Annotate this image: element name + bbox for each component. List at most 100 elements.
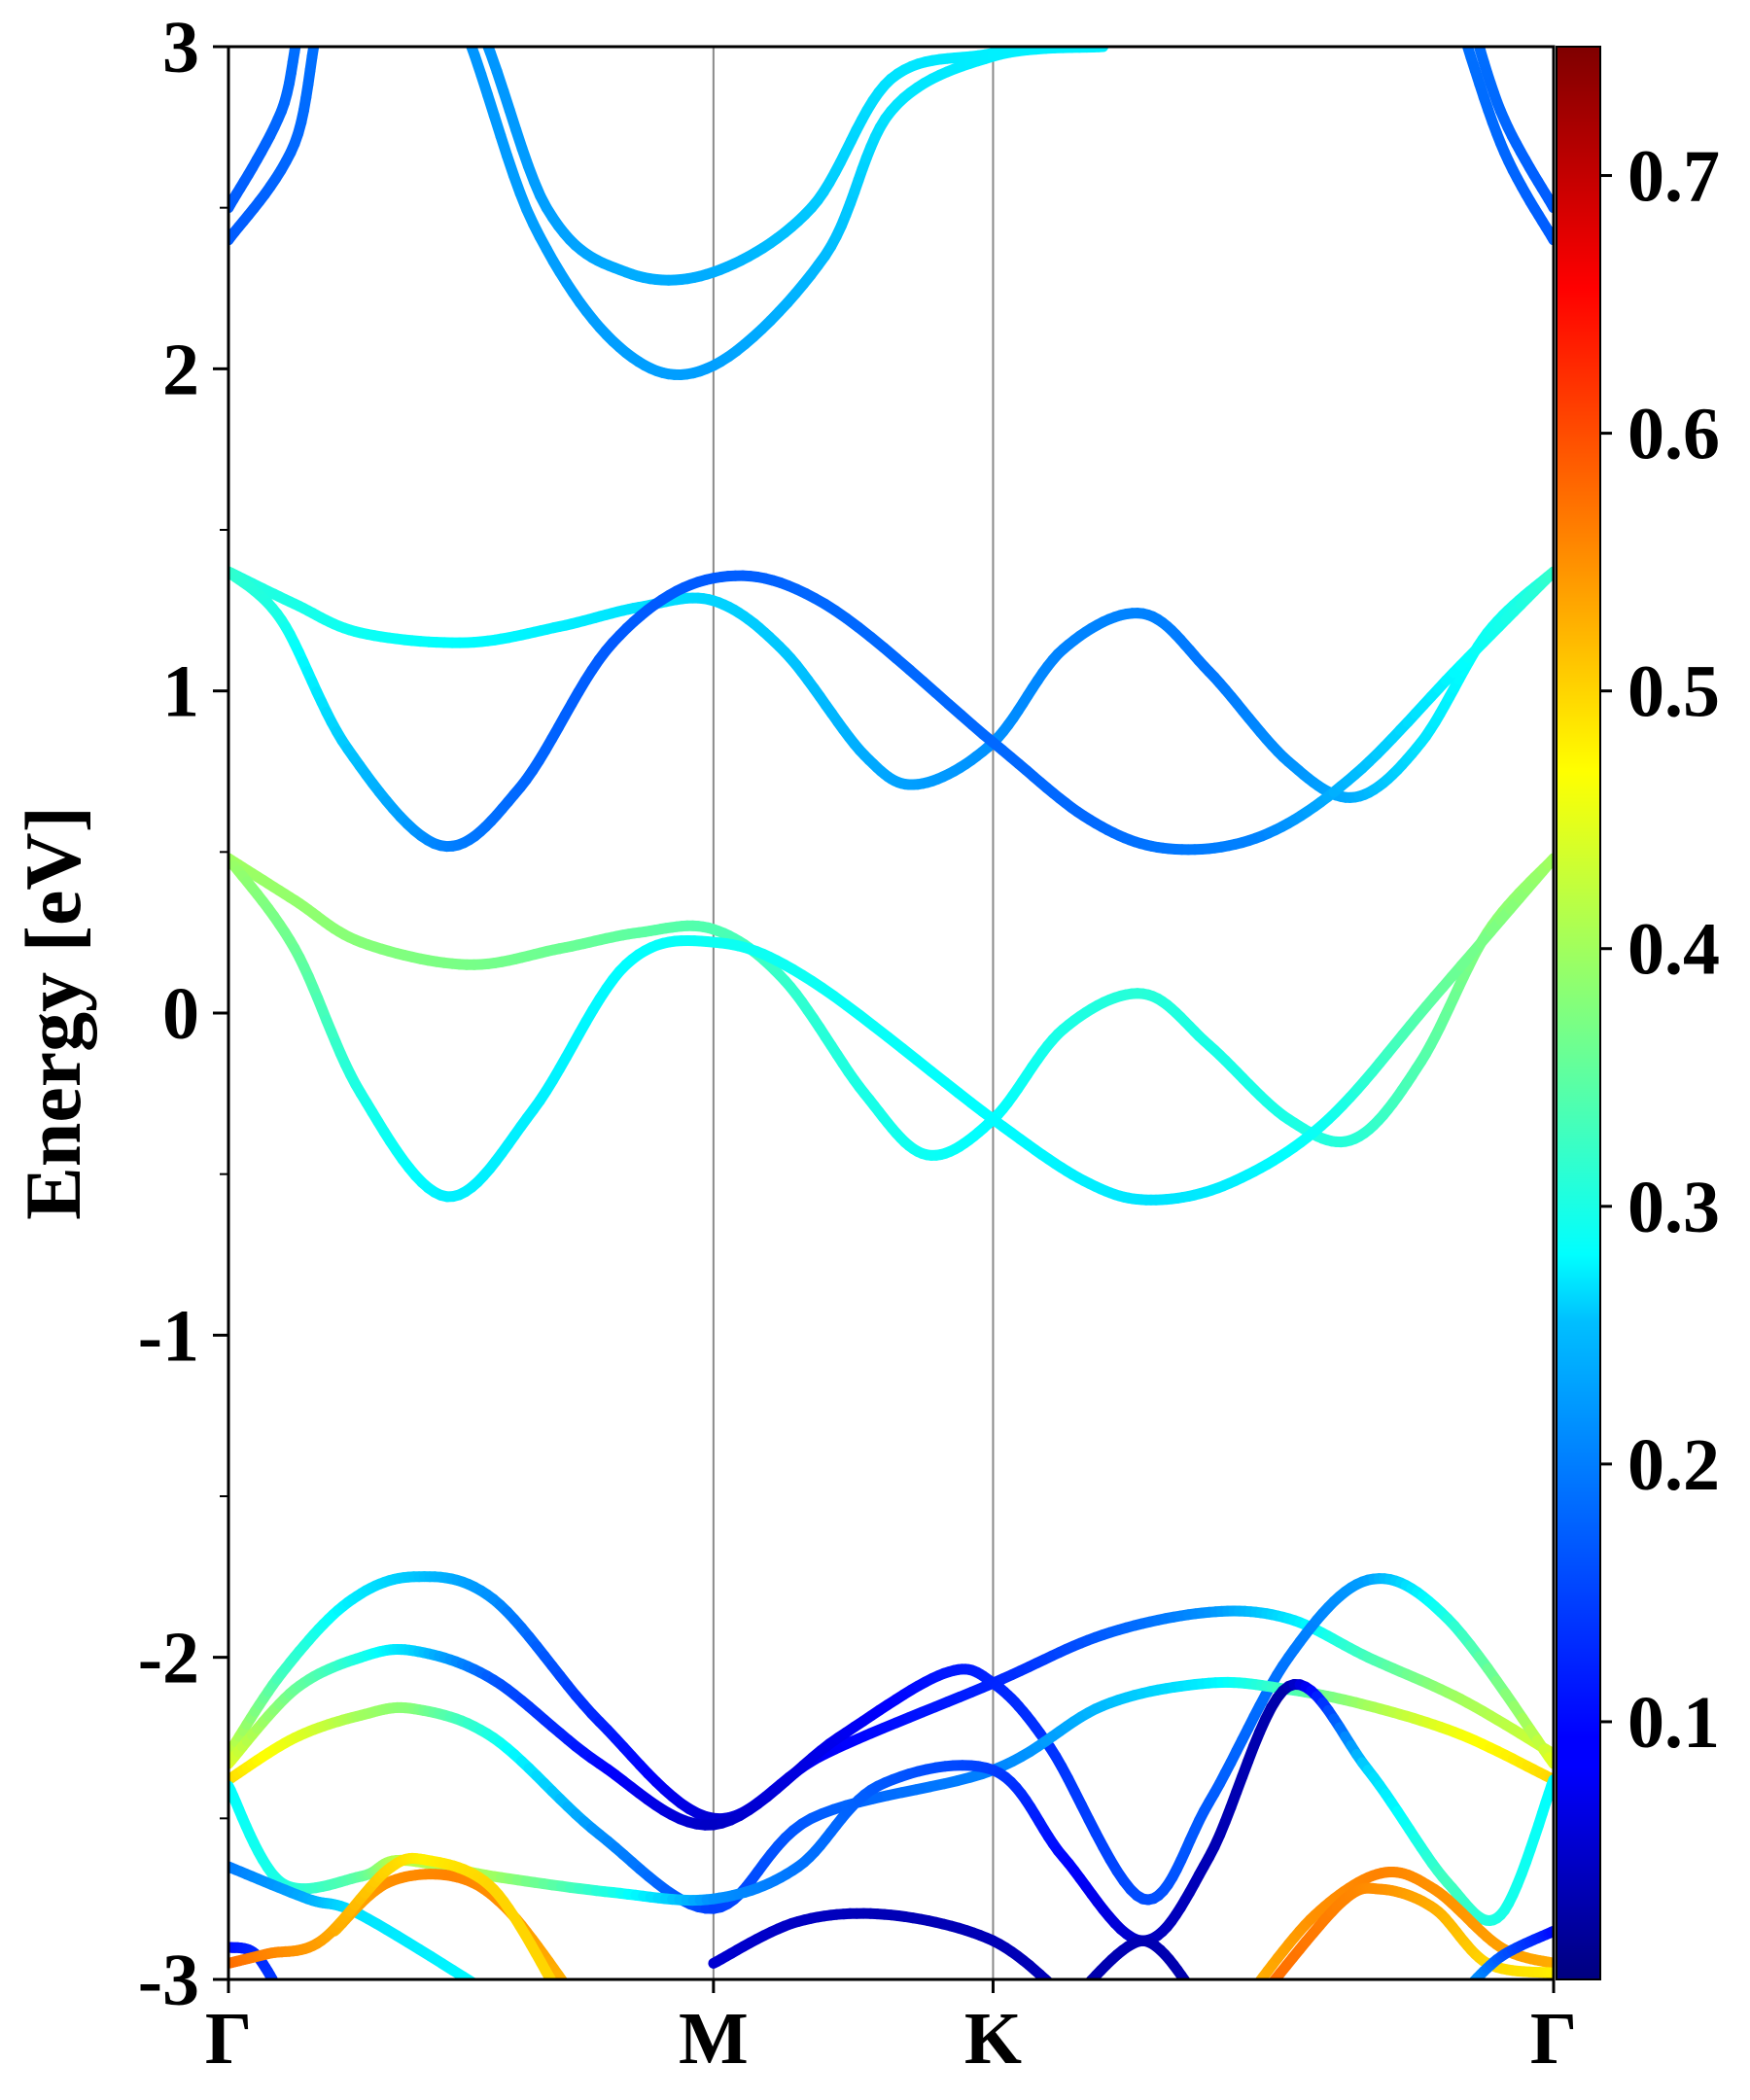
band-segment <box>300 11 303 20</box>
band-cb-upper-2 <box>228 0 1109 380</box>
band-segment <box>1266 1986 1270 1991</box>
band-segment <box>1054 1987 1058 1991</box>
band-segment <box>289 47 301 57</box>
band-segment <box>1462 1992 1464 1994</box>
band-vb-4 <box>228 1573 1554 1906</box>
band-segment <box>554 1985 557 1991</box>
band-cb-2 <box>228 566 1554 856</box>
band-segment <box>276 1985 278 1988</box>
y-axis-label: Energy [eV] <box>9 806 97 1220</box>
band-segment <box>1057 1990 1060 1993</box>
band-segment <box>1179 1975 1191 1979</box>
band-segment <box>488 1992 494 1996</box>
band-segment <box>1251 1988 1254 1992</box>
band-segment <box>1469 11 1472 20</box>
band-segment <box>571 1992 574 1996</box>
band-segment <box>462 0 470 4</box>
band-segment <box>1064 37 1072 39</box>
band-vb-13 <box>1262 1882 1554 1996</box>
y-tick-label: 2 <box>162 329 199 410</box>
band-segment <box>454 5 461 19</box>
band-segment <box>322 0 326 7</box>
band-cb-upper-3 <box>1464 0 1554 214</box>
band-segment <box>1194 1993 1196 1996</box>
band-segment <box>1055 39 1064 41</box>
band-segment <box>1254 1978 1263 1979</box>
band-segment <box>461 20 468 37</box>
colorbar-tick-label: 0.7 <box>1628 136 1720 218</box>
band-segment <box>1071 35 1079 37</box>
band-segment <box>1475 30 1478 41</box>
band-vb-7 <box>228 1861 494 1996</box>
colorbar-tick-label: 0.4 <box>1628 909 1720 991</box>
x-tick-label: Γ <box>1530 1998 1577 2080</box>
band-segment <box>1087 33 1094 34</box>
band-cb-upper-4 <box>1452 0 1554 246</box>
band-segment <box>1079 34 1086 36</box>
band-segment <box>280 1994 281 1996</box>
band-vb-2 <box>228 853 1554 1206</box>
band-vb-1 <box>228 853 1554 1161</box>
band-vb-11 <box>228 1852 560 1996</box>
colorbar-tick-label: 0.6 <box>1628 394 1720 475</box>
band-segment <box>309 47 319 50</box>
band-segment <box>1093 31 1099 32</box>
band-segment <box>1473 47 1487 57</box>
band-segment <box>558 1976 569 1979</box>
band-segment <box>1461 1994 1463 1996</box>
colorbar-tick-label: 0.3 <box>1628 1167 1720 1248</box>
band-cb-upper-1 <box>228 0 1103 286</box>
band-segment <box>298 20 300 30</box>
band-segment <box>1191 1990 1194 1994</box>
band-segment <box>269 1977 279 1979</box>
band-segment <box>1042 47 1050 48</box>
band-segment <box>297 30 298 41</box>
band-segment <box>481 1988 488 1993</box>
band-segment <box>1468 1976 1480 1979</box>
band-vb-14 <box>1461 1925 1554 1996</box>
band-segment <box>476 18 483 35</box>
band-segment <box>307 0 311 2</box>
band-segment <box>1262 1992 1266 1996</box>
band-cb-1 <box>228 566 1554 803</box>
band-segment <box>1464 0 1466 2</box>
band-segment <box>303 2 306 11</box>
colorbar-tick-label: 0.2 <box>1628 1424 1720 1506</box>
band-segment <box>1452 0 1455 7</box>
band-segment <box>447 0 454 5</box>
x-tick-label: Γ <box>205 1998 252 2080</box>
colorbar: 0.1 0.2 0.3 0.4 0.5 0.6 0.7 <box>1556 46 1720 1980</box>
band-segment <box>1268 1975 1280 1979</box>
band-segment <box>1061 1993 1064 1995</box>
y-axis: 3 2 1 0 -1 -2 -3 <box>138 7 228 2021</box>
y-tick-label: -3 <box>138 1940 199 2021</box>
y-tick-label: -1 <box>138 1295 199 1377</box>
band-segment <box>557 1991 560 1996</box>
band-vb-3 <box>228 1571 1554 1825</box>
band-segment <box>278 1989 280 1992</box>
plot-frame <box>227 45 1556 1981</box>
band-segment <box>1461 47 1477 62</box>
band-segment <box>1455 8 1459 18</box>
colorbar-tick-label: 0.5 <box>1628 651 1720 733</box>
band-segment <box>1466 1987 1469 1990</box>
y-tick-label: 1 <box>162 651 199 733</box>
band-segment <box>306 47 320 62</box>
band-segment <box>457 1971 477 1979</box>
band-segment <box>1472 20 1475 30</box>
band-vb-8 <box>708 1908 1064 1995</box>
y-tick-label: 0 <box>162 973 199 1055</box>
band-segment <box>1462 47 1471 50</box>
band-segment <box>1249 1992 1252 1996</box>
colorbar-tick-label: 0.1 <box>1628 1682 1720 1764</box>
band-segment <box>1464 1989 1466 1991</box>
band-segment <box>1076 1993 1079 1996</box>
band-segment <box>1468 1978 1475 1979</box>
band-segment <box>317 18 320 31</box>
band-segment <box>1459 18 1463 31</box>
band-segment <box>1045 1978 1054 1979</box>
y-tick-label: 3 <box>162 7 199 88</box>
x-tick-label: M <box>679 1998 749 2080</box>
band-segment <box>1099 30 1103 31</box>
